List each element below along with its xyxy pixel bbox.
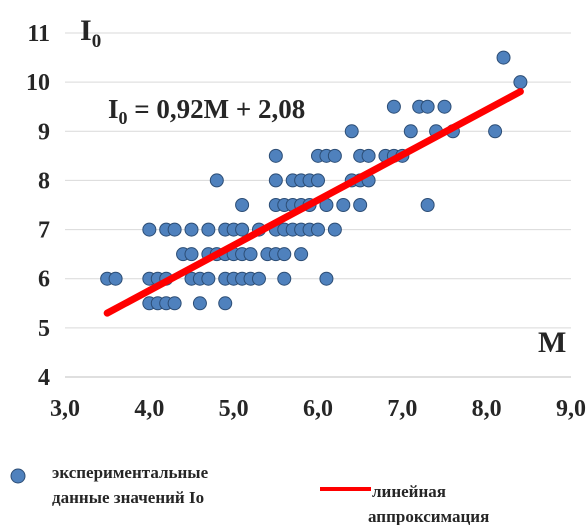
- grid-lines: [65, 32, 571, 378]
- data-point: [277, 247, 292, 262]
- trendline: [103, 88, 524, 317]
- data-point: [209, 173, 224, 188]
- y-tick-labels: 4 5 6 7 8 9 10 11: [26, 21, 50, 391]
- data-point: [311, 173, 325, 188]
- y-tick-label: 5: [38, 316, 50, 342]
- data-point: [420, 99, 435, 114]
- data-point: [268, 173, 283, 188]
- data-point: [344, 124, 359, 139]
- data-point: [108, 271, 123, 286]
- data-point: [496, 50, 511, 65]
- x-tick-label: 5,0: [219, 396, 249, 422]
- data-point: [277, 271, 292, 286]
- data-point: [336, 198, 351, 212]
- data-point: [192, 296, 207, 311]
- x-tick-label: 4,0: [134, 396, 164, 422]
- x-tick-label: 7,0: [387, 396, 417, 422]
- data-point: [251, 271, 266, 286]
- legend-point-marker: [10, 468, 26, 484]
- data-point: [167, 296, 182, 311]
- y-tick-label: 9: [38, 119, 50, 145]
- data-point: [184, 222, 199, 237]
- data-point: [386, 99, 401, 114]
- data-point: [268, 148, 283, 163]
- y-tick-label: 7: [38, 218, 50, 244]
- x-axis-title: M: [538, 326, 566, 359]
- data-point: [201, 222, 216, 237]
- data-point: [184, 247, 199, 262]
- legend-line-label-line-2: аппроксимация: [368, 507, 489, 525]
- y-tick-label: 8: [38, 168, 50, 194]
- x-tick-label: 6,0: [303, 396, 333, 422]
- legend-points-label-line-1: экспериментальные: [52, 463, 209, 482]
- data-point: [235, 198, 250, 212]
- data-point: [437, 99, 452, 114]
- trendline-layer: [103, 88, 524, 317]
- data-point: [353, 198, 368, 212]
- data-point: [361, 148, 376, 163]
- data-point: [294, 247, 309, 262]
- data-point: [327, 148, 342, 163]
- data-point: [327, 222, 342, 237]
- data-point: [142, 222, 157, 237]
- legend: экспериментальные данные значений Io лин…: [10, 463, 489, 526]
- data-point: [201, 271, 216, 286]
- x-tick-label: 3,0: [50, 396, 80, 422]
- data-point: [513, 75, 528, 90]
- data-point: [488, 124, 503, 139]
- data-point: [311, 222, 325, 237]
- y-axis-title: I0: [80, 14, 101, 52]
- x-tick-labels: 3,0 4,0 5,0 6,0 7,0 8,0 9,0: [50, 396, 586, 422]
- data-point: [319, 271, 334, 286]
- y-tick-label: 6: [38, 267, 50, 293]
- data-point: [218, 296, 233, 311]
- legend-points-label-line-2: данные значений Io: [52, 488, 204, 507]
- data-point: [167, 222, 182, 237]
- y-tick-label: 11: [27, 21, 50, 47]
- data-point: [235, 222, 250, 237]
- y-tick-label: 10: [26, 70, 50, 96]
- legend-line-label-line-1: линейная: [372, 482, 446, 501]
- x-tick-label: 8,0: [472, 396, 502, 422]
- y-tick-label: 4: [38, 365, 50, 391]
- data-point: [243, 247, 258, 262]
- trendline-equation: I0 = 0,92M + 2,08: [108, 94, 305, 128]
- x-tick-label: 9,0: [556, 396, 586, 422]
- data-point: [403, 124, 418, 139]
- data-point: [420, 198, 435, 212]
